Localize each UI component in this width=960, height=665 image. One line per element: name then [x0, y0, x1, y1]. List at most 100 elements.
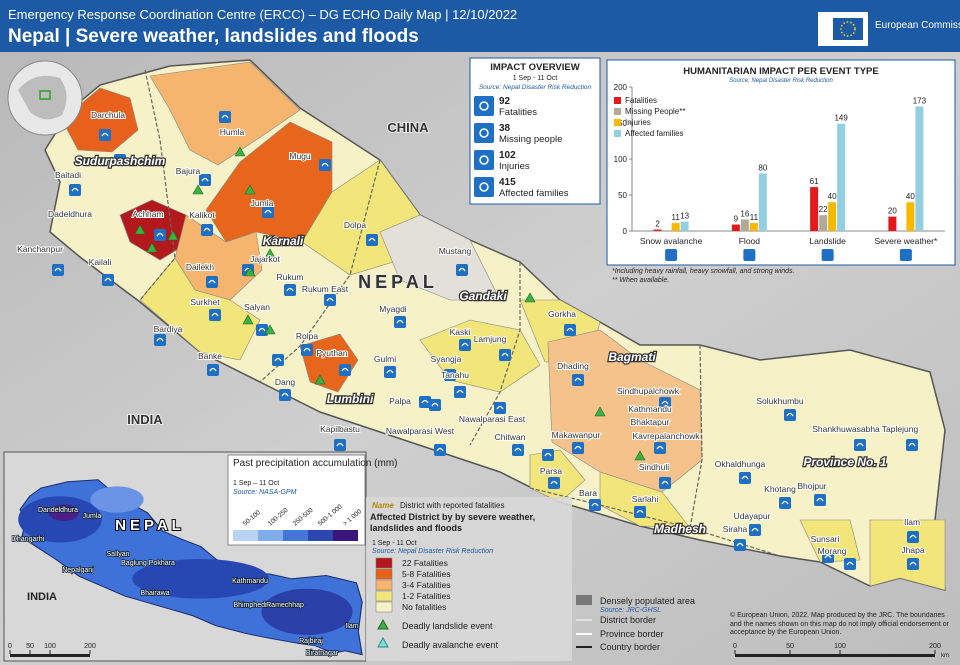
legend-text: Country border	[600, 642, 660, 652]
landslide-event	[134, 224, 146, 235]
landslide-event	[242, 314, 254, 325]
bar	[740, 219, 749, 231]
district-label: Makawanpur	[552, 430, 601, 440]
event-icon	[734, 539, 746, 551]
inset-label: Rajbiraj	[299, 638, 323, 645]
event-icon-glyph	[203, 227, 211, 232]
event-icon-glyph	[436, 447, 444, 452]
event-icon	[499, 349, 511, 361]
event-icon-glyph	[303, 347, 311, 352]
event-icon	[319, 159, 331, 171]
chart: 0501001502002961201622111140401380149173…	[614, 83, 945, 261]
inset-label: INDIA	[27, 591, 57, 603]
event-icon	[779, 497, 791, 509]
impact-period: 1 Sep - 11 Oct	[513, 75, 558, 82]
district-label: Chitwan	[495, 432, 526, 442]
category-icon	[821, 249, 834, 261]
province-label: Gandaki	[459, 289, 507, 303]
event-icon-glyph	[54, 267, 62, 272]
legend-source: Source: Nepal Disaster Risk Reduction	[372, 548, 493, 555]
event-icon	[844, 558, 856, 570]
inset-label: Baglung Pokhara	[121, 560, 175, 567]
scale-label: 100	[834, 643, 846, 650]
event-icon	[301, 344, 313, 356]
province-border	[259, 159, 381, 383]
event-icon-glyph	[456, 389, 464, 394]
legend-swatch	[614, 119, 621, 126]
event-icon-glyph	[71, 187, 79, 192]
event-icon-glyph	[661, 400, 669, 405]
district-label: Kathmandu	[628, 404, 672, 414]
event-icon-glyph	[636, 509, 644, 514]
legend-swatch	[375, 568, 393, 580]
legend-swatch	[375, 590, 393, 602]
event-icon-glyph	[208, 279, 216, 284]
bar	[915, 106, 924, 231]
district-label: Bhojpur	[797, 481, 826, 491]
supertitle: Emergency Response Coordination Centre (…	[8, 7, 517, 22]
district-label: Banke	[198, 351, 222, 361]
event-icon-glyph	[209, 367, 217, 372]
landslide-event	[524, 292, 536, 303]
legend-class-label: No fatalities	[402, 602, 446, 612]
inset-label: Biratnagar	[306, 650, 339, 657]
landslide-symbol	[377, 618, 389, 630]
event-icon	[564, 324, 576, 336]
impact-title: IMPACT OVERVIEW	[490, 62, 579, 73]
event-icon-glyph	[909, 561, 917, 566]
inset-label: Dhangarhi	[12, 536, 45, 543]
event-icon	[459, 339, 471, 351]
legend-text: Deadly avalanche event	[402, 640, 499, 650]
district-label: Sarlahi	[632, 494, 659, 504]
inset-label: Nepalganj	[62, 567, 94, 574]
x-tick-label: Landslide	[809, 236, 846, 246]
district-label: Dailekh	[186, 262, 215, 272]
impact-value: 102	[499, 150, 516, 161]
event-icon-glyph	[514, 447, 522, 452]
country-label: NEPAL	[358, 272, 438, 292]
district-label: Ilam	[904, 517, 920, 527]
district-label: Jajarkot	[250, 254, 280, 264]
bar-value-label: 149	[834, 114, 848, 123]
event-icon	[906, 439, 918, 451]
event-icon-glyph	[816, 497, 824, 502]
bar	[810, 187, 819, 231]
event-icon	[206, 276, 218, 288]
bar-value-label: 173	[913, 96, 927, 105]
district-label: Pyuthan	[316, 348, 347, 358]
landslide-event	[244, 266, 256, 277]
district-label: Nawalparasi West	[386, 426, 455, 436]
precip-swatch	[258, 530, 283, 541]
event-icon-glyph	[741, 475, 749, 480]
event-icon	[256, 324, 268, 336]
impact-source: Source: Nepal Disaster Risk Reduction	[479, 84, 592, 91]
event-icon-glyph	[286, 287, 294, 292]
event-icon-glyph	[909, 534, 917, 539]
event-icon	[444, 369, 456, 381]
impact-icon	[474, 96, 494, 116]
chart-note: *Including heavy rainfall, heavy snowfal…	[612, 268, 795, 275]
event-icon	[272, 354, 284, 366]
landslide-event	[314, 374, 326, 385]
district-label: Palpa	[389, 396, 411, 406]
district-label: Siraha	[723, 524, 748, 534]
scale-label: 50	[26, 643, 34, 650]
impact-icon-glyph	[479, 182, 489, 192]
event-icon-glyph	[201, 177, 209, 182]
event-icon-glyph	[281, 392, 289, 397]
event-icon-glyph	[386, 369, 394, 374]
scale-label: 50	[786, 643, 794, 650]
district-label: Taplejung	[882, 424, 919, 434]
district-fill	[139, 257, 261, 361]
scale-label: 200	[929, 643, 941, 650]
district-fill	[379, 214, 501, 301]
event-icon	[419, 396, 431, 408]
x-tick-label: Severe weather*	[874, 236, 938, 246]
eu-flag	[833, 18, 863, 40]
inset-rain-zone	[261, 588, 353, 635]
inset-label: NEPAL	[115, 517, 185, 534]
impact-icon-glyph	[479, 101, 489, 111]
landslide-event	[192, 184, 204, 195]
bar-value-label: 13	[680, 212, 689, 221]
